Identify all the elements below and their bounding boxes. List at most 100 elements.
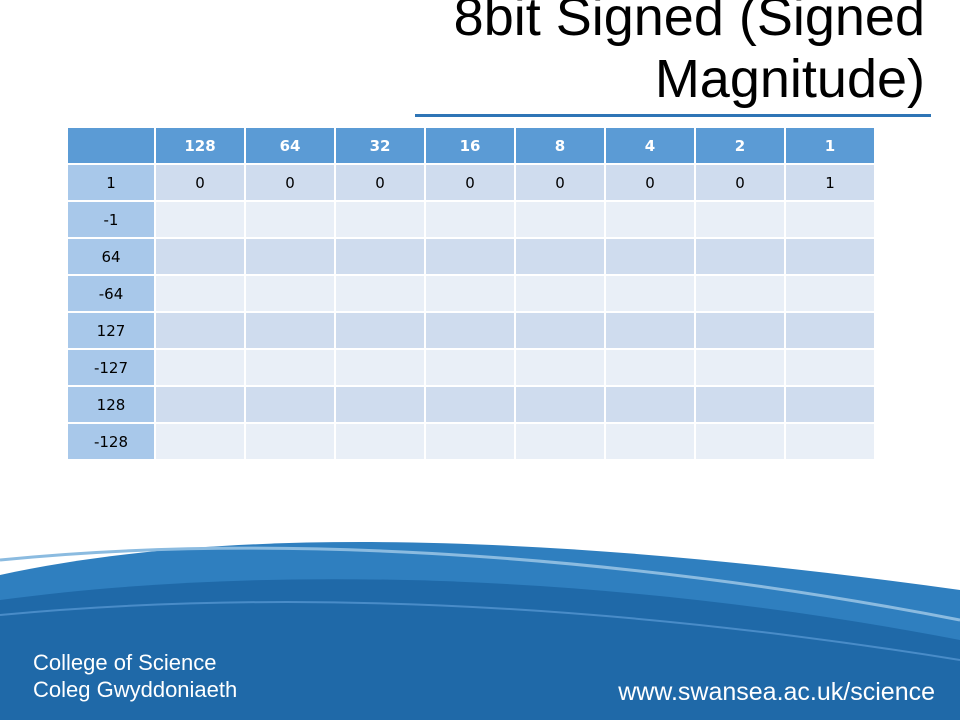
bit-cell bbox=[604, 348, 696, 387]
bit-cell bbox=[424, 274, 516, 313]
bit-cell bbox=[244, 274, 336, 313]
title-line: 8bit Signed (Signed bbox=[453, 0, 925, 47]
row-label: -127 bbox=[66, 348, 156, 387]
bit-cell bbox=[334, 311, 426, 350]
bit-cell bbox=[784, 385, 876, 424]
bit-cell bbox=[784, 422, 876, 461]
bit-cell bbox=[604, 422, 696, 461]
bit-cell bbox=[334, 274, 426, 313]
bit-cell bbox=[694, 385, 786, 424]
bit-cell bbox=[694, 200, 786, 239]
wave-stripe bbox=[0, 546, 960, 622]
row-label: -1 bbox=[66, 200, 156, 239]
bit-cell bbox=[244, 200, 336, 239]
column-header: 64 bbox=[244, 126, 336, 165]
column-header: 4 bbox=[604, 126, 696, 165]
column-header: 8 bbox=[514, 126, 606, 165]
column-header: 2 bbox=[694, 126, 786, 165]
bit-cell: 0 bbox=[514, 163, 606, 202]
table-row: -64 bbox=[66, 274, 876, 313]
bit-cell bbox=[244, 311, 336, 350]
bit-cell bbox=[784, 200, 876, 239]
bit-cell bbox=[154, 237, 246, 276]
corner-cell bbox=[66, 126, 156, 165]
column-header: 32 bbox=[334, 126, 426, 165]
bit-table: 128 64 32 16 8 4 2 1 1 0 0 0 0 0 0 0 1 -1 64 -64 127 -127 128-… bbox=[66, 126, 876, 461]
bit-cell bbox=[334, 385, 426, 424]
bit-cell bbox=[334, 237, 426, 276]
bit-cell bbox=[334, 348, 426, 387]
bit-cell bbox=[424, 311, 516, 350]
bit-cell: 1 bbox=[784, 163, 876, 202]
column-header: 128 bbox=[154, 126, 246, 165]
bit-cell bbox=[244, 385, 336, 424]
wave-stripe bbox=[0, 601, 960, 661]
title-rule bbox=[415, 114, 931, 117]
bit-cell bbox=[514, 237, 606, 276]
bit-cell bbox=[334, 200, 426, 239]
bit-cell bbox=[334, 422, 426, 461]
bit-cell bbox=[154, 274, 246, 313]
bit-cell bbox=[154, 348, 246, 387]
table-row: 127 bbox=[66, 311, 876, 350]
slide-title: 8bit Signed (Signed Magnitude) bbox=[325, 0, 925, 110]
bit-cell bbox=[514, 311, 606, 350]
site-url: www.swansea.ac.uk/science bbox=[617, 678, 935, 706]
bit-cell bbox=[154, 385, 246, 424]
bit-cell: 0 bbox=[334, 163, 426, 202]
table-row: -1 bbox=[66, 200, 876, 239]
wave-dark bbox=[0, 579, 960, 720]
column-header: 1 bbox=[784, 126, 876, 165]
bit-cell bbox=[694, 422, 786, 461]
bit-cell bbox=[784, 274, 876, 313]
bit-cell: 0 bbox=[694, 163, 786, 202]
bit-cell bbox=[784, 237, 876, 276]
table-row: -128 bbox=[66, 422, 876, 461]
table-row: 64 bbox=[66, 237, 876, 276]
bit-cell bbox=[154, 422, 246, 461]
bit-cell: 0 bbox=[244, 163, 336, 202]
bit-cell bbox=[694, 348, 786, 387]
bit-cell bbox=[424, 385, 516, 424]
bit-cell bbox=[424, 348, 516, 387]
table-row: -127 bbox=[66, 348, 876, 387]
bit-cell bbox=[694, 311, 786, 350]
bit-cell bbox=[514, 348, 606, 387]
table-row: 128 bbox=[66, 385, 876, 424]
bit-cell bbox=[244, 422, 336, 461]
bit-cell: 0 bbox=[424, 163, 516, 202]
wave-light bbox=[0, 542, 960, 720]
title-line: Magnitude) bbox=[654, 49, 925, 109]
row-label: -64 bbox=[66, 274, 156, 313]
header-row: 128 64 32 16 8 4 2 1 bbox=[66, 126, 876, 165]
bit-cell bbox=[154, 200, 246, 239]
row-label: -128 bbox=[66, 422, 156, 461]
bit-cell bbox=[424, 422, 516, 461]
table-body: 1 0 0 0 0 0 0 0 1 -1 64 -64 127 -127 128 -128 bbox=[66, 163, 876, 461]
bit-cell bbox=[514, 422, 606, 461]
row-label: 128 bbox=[66, 385, 156, 424]
bit-cell bbox=[514, 385, 606, 424]
bit-cell bbox=[784, 311, 876, 350]
row-label: 1 bbox=[66, 163, 156, 202]
bit-cell bbox=[514, 200, 606, 239]
bit-cell bbox=[604, 237, 696, 276]
bit-cell bbox=[694, 237, 786, 276]
bit-cell bbox=[244, 348, 336, 387]
row-label: 64 bbox=[66, 237, 156, 276]
column-header: 16 bbox=[424, 126, 516, 165]
college-name: College of Science bbox=[33, 650, 216, 675]
bit-cell: 0 bbox=[604, 163, 696, 202]
bit-cell bbox=[604, 311, 696, 350]
bit-cell bbox=[154, 311, 246, 350]
bit-cell bbox=[514, 274, 606, 313]
bit-cell bbox=[604, 274, 696, 313]
bit-cell bbox=[424, 200, 516, 239]
college-name: Coleg Gwyddoniaeth bbox=[33, 677, 237, 702]
bit-cell bbox=[424, 237, 516, 276]
bit-cell bbox=[604, 385, 696, 424]
bit-cell bbox=[604, 200, 696, 239]
bit-cell bbox=[244, 237, 336, 276]
